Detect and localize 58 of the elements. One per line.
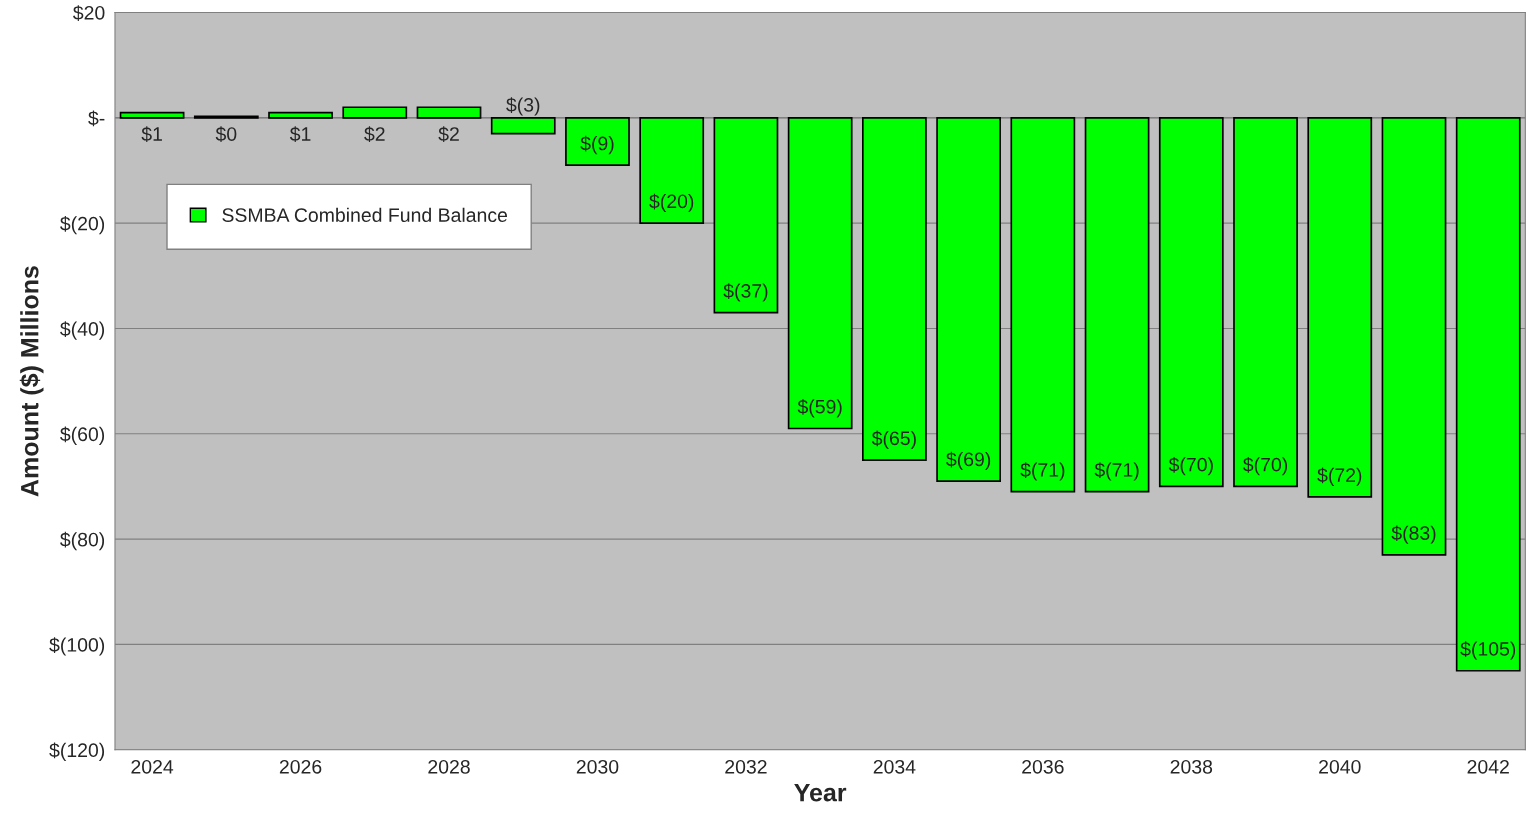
data-label: $1: [289, 126, 311, 143]
data-label: $1: [141, 126, 162, 143]
x-tick-label: 2034: [873, 759, 916, 774]
y-tick-label: $(120): [49, 742, 105, 761]
bar: [1381, 116, 1447, 556]
bar: [787, 116, 853, 430]
bar: [1010, 116, 1076, 493]
data-label: $2: [438, 126, 459, 143]
data-label: $(20): [649, 193, 694, 213]
x-tick-label: 2024: [131, 759, 174, 774]
y-tick-label: $(20): [60, 215, 105, 235]
data-label: $(71): [1094, 462, 1139, 481]
bar: [862, 116, 927, 461]
data-label: $(72): [1317, 467, 1362, 486]
x-tick-label: 2036: [1022, 759, 1064, 774]
x-tick-label: 2040: [1319, 759, 1361, 774]
y-tick-label: $20: [73, 5, 105, 21]
y-tick-label: $(40): [60, 321, 105, 340]
bar: [490, 116, 556, 135]
y-tick-label: $(80): [60, 531, 105, 551]
bar: [1084, 116, 1150, 493]
bar: [1455, 116, 1521, 672]
x-tick-label: 2032: [725, 759, 767, 774]
data-label: $(83): [1391, 525, 1436, 544]
bar: [1233, 116, 1298, 488]
bar: [416, 106, 482, 119]
data-label: $(3): [506, 97, 540, 116]
y-axis-title: Amount ($) Millions: [19, 266, 44, 497]
bar: [1307, 116, 1373, 498]
data-label: $(71): [1020, 462, 1065, 481]
bar: [119, 111, 185, 119]
data-label: $(69): [946, 451, 991, 471]
x-tick-label: 2038: [1170, 759, 1213, 774]
bar: [342, 106, 408, 119]
x-tick-label: 2042: [1467, 759, 1509, 774]
y-tick-label: $-: [88, 110, 105, 127]
legend-label: SSMBA Combined Fund Balance: [222, 207, 508, 223]
data-label: $(70): [1243, 456, 1288, 476]
data-label: $(70): [1168, 456, 1213, 476]
bar: [268, 111, 333, 119]
data-label: $2: [364, 126, 385, 143]
bar: [936, 116, 1001, 482]
bar: [713, 116, 779, 314]
y-tick-label: $(100): [49, 637, 105, 656]
bar: [565, 116, 630, 167]
bar: [639, 116, 705, 224]
data-label: $(37): [723, 283, 768, 302]
x-tick-label: 2026: [279, 759, 322, 774]
data-label: $0: [215, 126, 237, 143]
bar: [1158, 116, 1224, 488]
x-tick-label: 2028: [428, 759, 470, 774]
x-tick-label: 2030: [576, 759, 619, 774]
y-tick-label: $(60): [60, 426, 105, 445]
x-axis-title: Year: [794, 784, 847, 802]
data-label: $(65): [871, 430, 916, 450]
data-label: $(59): [797, 399, 842, 418]
data-label: $(9): [580, 135, 614, 155]
data-label: $(105): [1460, 641, 1516, 660]
